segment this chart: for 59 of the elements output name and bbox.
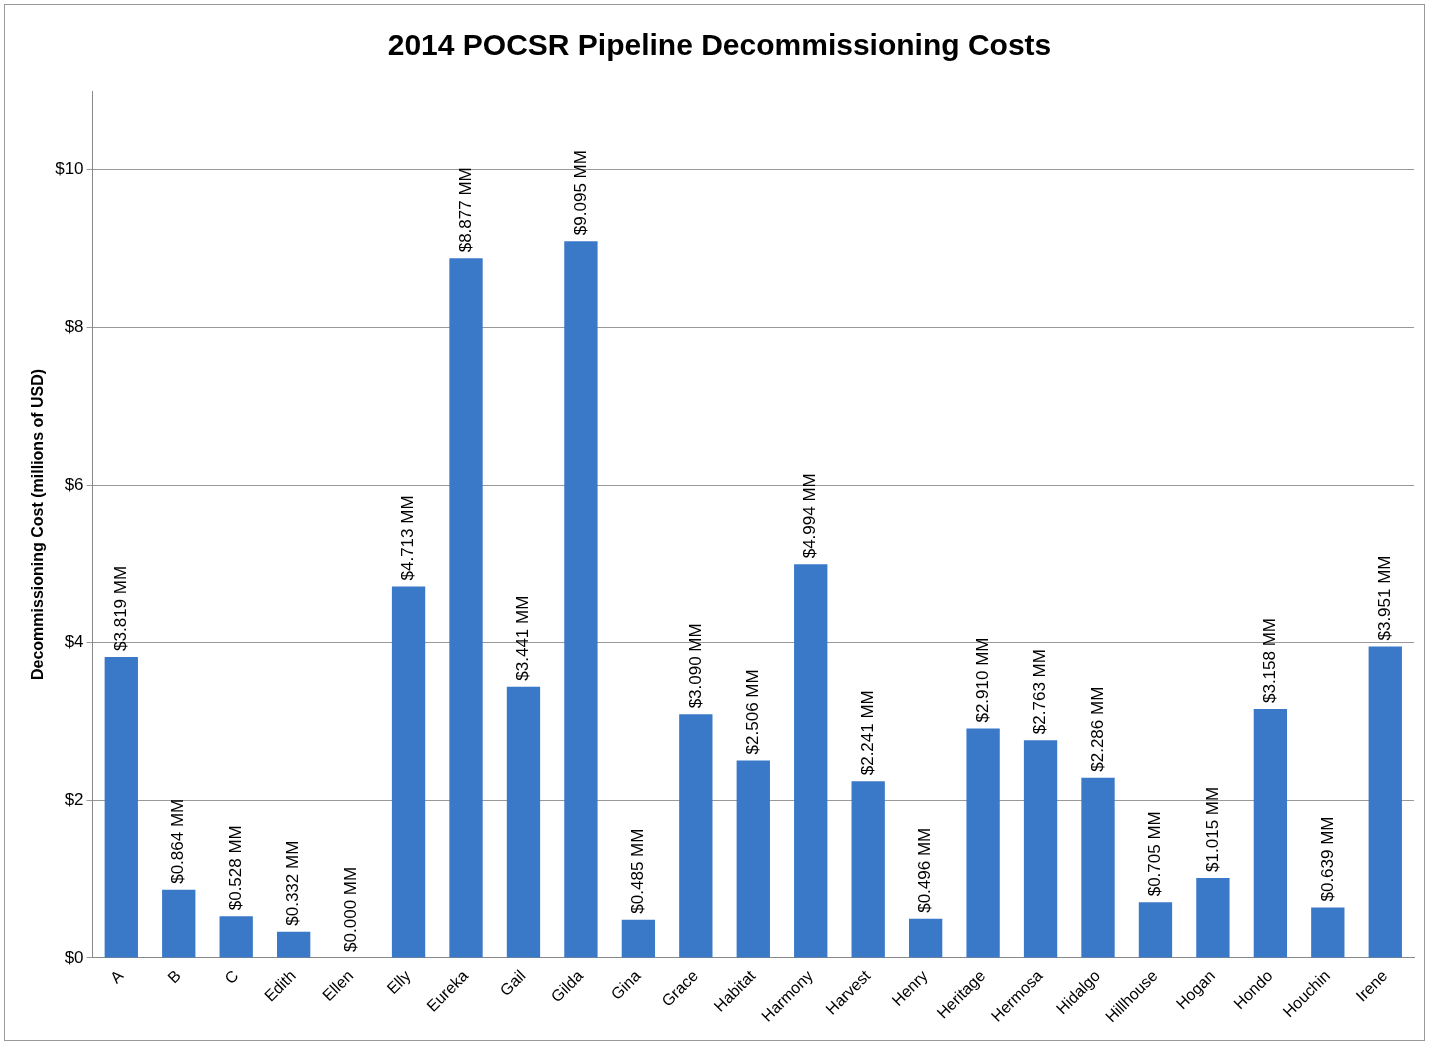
data-label: $2.910 MM bbox=[972, 637, 992, 723]
x-tick-label: B bbox=[164, 966, 184, 987]
bar bbox=[1081, 777, 1115, 958]
data-label: $0.705 MM bbox=[1145, 811, 1165, 897]
x-tick-label: Elly bbox=[383, 966, 414, 998]
data-label: $3.158 MM bbox=[1260, 617, 1280, 704]
bar bbox=[1138, 902, 1173, 958]
data-label: $0.639 MM bbox=[1317, 816, 1337, 902]
data-label: $3.441 MM bbox=[513, 595, 533, 681]
y-tick-label: $0 bbox=[64, 947, 84, 967]
data-label: $0.485 MM bbox=[628, 828, 648, 914]
bar bbox=[679, 714, 713, 958]
data-label: $3.090 MM bbox=[685, 623, 705, 709]
data-label: $2.241 MM bbox=[857, 690, 877, 776]
data-label: $4.994 MM bbox=[800, 473, 820, 559]
data-label: $2.763 MM bbox=[1030, 649, 1050, 735]
data-label: $4.713 MM bbox=[398, 495, 418, 581]
bar bbox=[219, 916, 253, 958]
bar bbox=[506, 686, 541, 958]
y-tick-label: $6 bbox=[64, 474, 84, 494]
x-tick-label: C bbox=[221, 966, 242, 988]
data-label: $2.286 MM bbox=[1087, 686, 1107, 772]
bar bbox=[851, 781, 885, 958]
bar bbox=[966, 728, 1000, 958]
data-label: $9.095 MM bbox=[570, 150, 590, 236]
bar bbox=[276, 931, 311, 958]
bar bbox=[621, 919, 656, 958]
bar bbox=[104, 656, 138, 958]
bar bbox=[1196, 877, 1230, 958]
data-label: $0.496 MM bbox=[915, 827, 935, 913]
data-label: $3.819 MM bbox=[110, 565, 130, 651]
bar bbox=[1253, 709, 1288, 958]
data-label: $2.506 MM bbox=[742, 669, 762, 755]
bar bbox=[736, 760, 770, 958]
bar bbox=[391, 586, 426, 958]
bar bbox=[1311, 907, 1345, 958]
data-label: $1.015 MM bbox=[1202, 786, 1222, 872]
bar bbox=[1023, 740, 1058, 958]
data-label: $3.951 MM bbox=[1374, 555, 1394, 641]
bar bbox=[449, 258, 483, 958]
bar bbox=[162, 889, 196, 958]
data-label: $8.877 MM bbox=[455, 167, 475, 253]
y-axis-title: Decommissioning Cost (millions of USD) bbox=[29, 368, 47, 681]
y-tick-label: $4 bbox=[64, 632, 84, 652]
data-label: $0.528 MM bbox=[225, 825, 245, 911]
bar bbox=[1368, 646, 1402, 958]
x-tick-label: Gail bbox=[496, 966, 529, 1000]
x-tick-label: A bbox=[106, 966, 127, 987]
bar bbox=[908, 918, 943, 958]
y-tick-label: $2 bbox=[64, 789, 84, 809]
bar bbox=[564, 241, 598, 958]
chart-title: 2014 POCSR Pipeline Decommissioning Costs bbox=[387, 28, 1052, 62]
data-label: $0.000 MM bbox=[340, 866, 360, 952]
y-tick-label: $10 bbox=[55, 159, 84, 179]
bar bbox=[794, 564, 828, 958]
x-tick-label: Gina bbox=[607, 966, 644, 1003]
data-label: $0.332 MM bbox=[283, 840, 303, 926]
data-label: $0.864 MM bbox=[168, 798, 188, 884]
y-tick-label: $8 bbox=[64, 317, 84, 337]
